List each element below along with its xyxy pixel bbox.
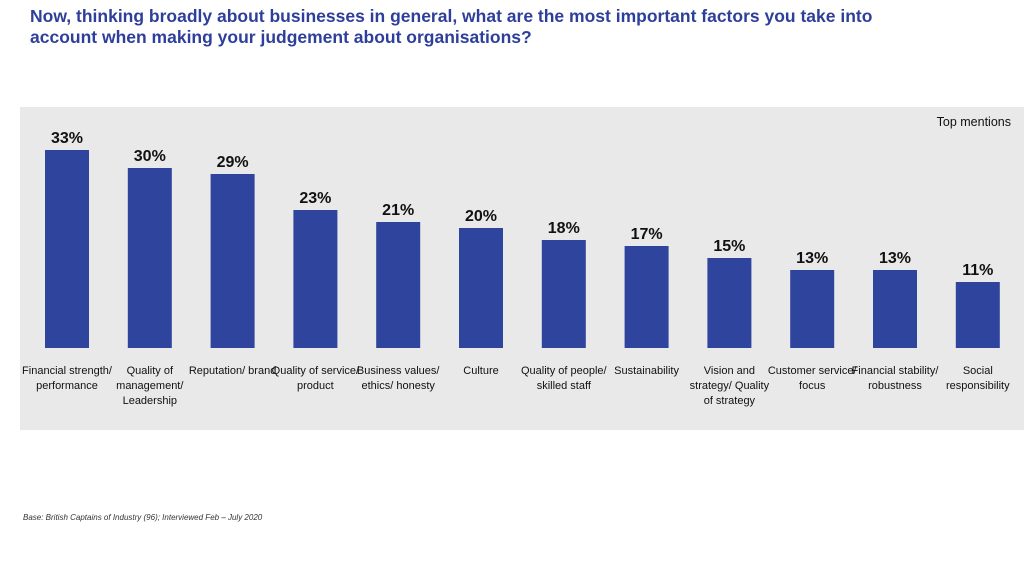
data-label-4: 23%: [299, 190, 331, 207]
data-label-11: 13%: [879, 250, 911, 267]
data-label-2: 30%: [134, 148, 166, 165]
chart-title: Now, thinking broadly about businesses i…: [30, 6, 873, 47]
category-label-2: Quality of management/ Leadership: [116, 365, 184, 407]
top-mentions-label: Top mentions: [936, 115, 1011, 129]
bar-1: [45, 150, 89, 348]
category-label-8: Sustainability: [614, 365, 679, 377]
footnote: Base: British Captains of Industry (96);…: [23, 513, 263, 522]
bar-5: [376, 222, 421, 348]
data-label-5: 21%: [382, 202, 414, 219]
category-label-12: Social responsibility: [946, 365, 1010, 392]
category-label-10: Customer service/ focus: [767, 365, 857, 392]
bar-6: [459, 228, 503, 348]
category-label-11: Financial stability/ robustness: [851, 365, 939, 392]
bar-10: [790, 270, 835, 348]
bar-chart: 33% 30% 29% 23% 21% 20% 18% 17% 15% 13% 13% 11%: [45, 130, 1000, 348]
bar-8: [624, 246, 669, 348]
data-label-6: 20%: [465, 208, 497, 225]
bar-4: [293, 210, 338, 348]
bar-2: [127, 168, 172, 348]
category-label-6: Culture: [463, 365, 499, 377]
data-label-1: 33%: [51, 130, 83, 147]
category-label-1: Financial strength/ performance: [22, 365, 112, 392]
data-label-9: 15%: [713, 238, 745, 255]
bar-11: [873, 270, 917, 348]
category-label-9: Vision and strategy/ Quality of strategy: [689, 365, 770, 407]
bar-12: [955, 282, 1000, 348]
data-label-8: 17%: [631, 226, 663, 243]
bar-3: [210, 174, 255, 348]
data-label-10: 13%: [796, 250, 828, 267]
category-label-5: Business values/ ethics/ honesty: [356, 365, 440, 392]
data-label-12: 11%: [962, 262, 993, 279]
category-label-7: Quality of people/ skilled staff: [520, 365, 607, 392]
category-label-3: Reputation/ brand: [188, 365, 277, 377]
bar-9: [707, 258, 752, 348]
data-label-7: 18%: [548, 220, 580, 237]
bar-7: [541, 240, 586, 348]
data-label-3: 29%: [217, 154, 249, 171]
category-label-4: Quality of service/ product: [271, 365, 360, 392]
chart-panel: Top mentions 33% 30% 29% 23% 21% 20% 18% 17% 15%…: [20, 107, 1024, 430]
